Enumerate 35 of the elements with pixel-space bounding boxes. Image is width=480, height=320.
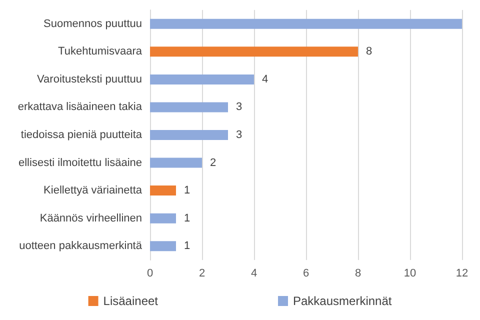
y-tick-label: Tukehtumisvaara (58, 46, 143, 58)
y-tick-label: Käännös virheellinen (40, 212, 142, 224)
y-tick-label: ellisesti ilmoitettu lisäaine (18, 156, 142, 169)
data-label: 3 (236, 129, 242, 141)
data-label: 3 (236, 101, 242, 114)
bar (150, 46, 358, 57)
y-tick-label: Suomennos puuttuu (44, 18, 142, 30)
y-tick-label: Varoitusteksti puuttuu (37, 73, 142, 86)
x-tick-label: 0 (146, 268, 154, 280)
y-tick-label: uotteen pakkausmerkintä (19, 240, 143, 252)
bar (150, 158, 202, 168)
x-tick-label: 6 (302, 268, 310, 280)
bar (150, 74, 254, 84)
bar (150, 186, 176, 196)
bar (150, 241, 176, 252)
data-label: 2 (210, 156, 216, 169)
bar (150, 130, 228, 140)
bar (150, 102, 228, 112)
data-label: 8 (366, 46, 372, 58)
data-label: 1 (184, 240, 190, 252)
x-tick-label: 12 (456, 268, 468, 280)
y-tick-label: erkattava lisäaineen takia (18, 101, 143, 114)
x-tick-label: 10 (404, 268, 416, 280)
legend-label: Pakkausmerkinnät (293, 294, 392, 308)
x-tick-label: 2 (198, 268, 206, 280)
x-tick-label: 8 (354, 268, 362, 280)
data-label: 1 (184, 212, 190, 224)
y-tick-label: Kiellettyä väriainetta (44, 184, 143, 197)
data-label: 1 (184, 184, 190, 197)
bar (150, 213, 176, 224)
bar (150, 18, 462, 29)
y-tick-label: tiedoissa pieniä puutteita (20, 129, 143, 141)
legend-label: Lisäaineet (103, 294, 159, 308)
data-label: 4 (262, 73, 268, 86)
x-tick-label: 4 (250, 268, 258, 280)
